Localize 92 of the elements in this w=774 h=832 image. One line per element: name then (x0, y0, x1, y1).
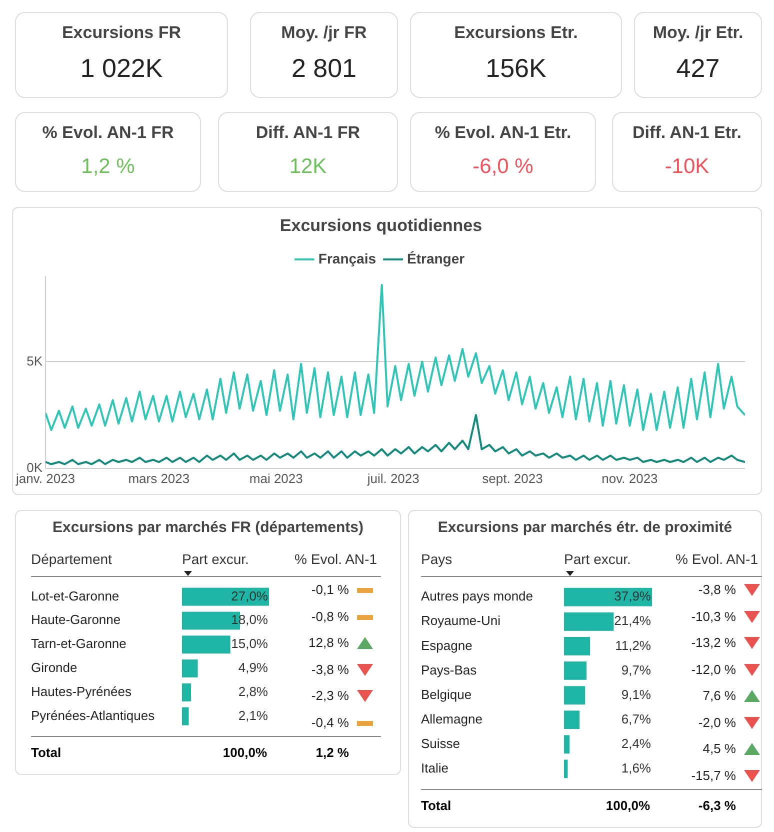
text: -2,0 % (698, 714, 736, 730)
text: -6,0 % (472, 155, 534, 179)
bar (564, 686, 586, 704)
text: % Evol. AN-1 FR (41, 123, 175, 143)
y-tick-label: Autres pays monde (421, 588, 534, 604)
text: Diff. AN-1 Etr. (632, 123, 742, 143)
text: 1,2 % (316, 745, 349, 760)
text: -6,3 % (698, 798, 736, 813)
data-label: 2,8% (238, 684, 268, 699)
bar (182, 707, 189, 726)
data-label: 6,7% (621, 711, 652, 726)
y-tick-label: Hautes-Pyrénées (31, 684, 132, 699)
text: Département (31, 551, 112, 567)
data-label: 9,1% (621, 686, 652, 702)
text: -13,2 % (691, 635, 736, 650)
text: 12K (288, 155, 328, 179)
data-label: 27,0% (231, 588, 268, 604)
y-tick-label: Suisse (421, 736, 460, 751)
text: 7,6 % (702, 688, 736, 704)
text: -12,0 % (691, 662, 736, 677)
text: 1 022K (79, 53, 164, 84)
y-tick-label: Belgique (421, 686, 472, 702)
y-tick-label: Espagne (421, 638, 472, 653)
text: -10K (664, 155, 710, 179)
y-tick-label: Italie (421, 760, 448, 776)
text: -0,1 % (311, 582, 349, 598)
chart-title: Excursions par marchés étr. de proximité (436, 519, 734, 536)
bar (182, 683, 192, 702)
text: Pays (421, 551, 452, 567)
text: 1,2 % (80, 155, 136, 179)
x-tick-label: sept. 2023 (482, 470, 543, 486)
data-label: 11,2% (615, 638, 652, 653)
data-label: 4,9% (238, 660, 268, 676)
text: % Evol. AN-1 (294, 551, 377, 567)
text: 427 (675, 53, 721, 84)
text: Moy. /jr Etr. (652, 23, 744, 43)
data-label: 37,9% (614, 588, 652, 604)
bar (564, 636, 590, 656)
text: Part excur. (182, 551, 249, 567)
text: Total (421, 798, 452, 813)
bar (564, 612, 614, 631)
text: 156K (484, 53, 548, 84)
x-tick-label: mars 2023 (128, 470, 190, 486)
x-tick-label: nov. 2023 (602, 470, 658, 486)
text: 100,0% (606, 798, 650, 813)
text: 100,0% (222, 745, 267, 760)
text: -15,7 % (691, 768, 736, 783)
y-tick-label: Lot-et-Garonne (31, 588, 120, 604)
x-tick-label: mai 2023 (249, 470, 303, 486)
y-tick-label: Royaume-Uni (421, 613, 501, 628)
text: Diff. AN-1 FR (254, 123, 362, 143)
bar (564, 588, 652, 606)
legend-label: Étranger (407, 250, 466, 266)
bar (564, 662, 587, 680)
legend-label: Français (318, 250, 376, 266)
data-label: 21,4% (614, 613, 652, 628)
text: -10,3 % (691, 608, 736, 624)
data-label: 2,1% (238, 708, 268, 723)
text: Excursions Etr. (453, 23, 579, 43)
text: -0,8 % (311, 608, 349, 624)
y-tick-label: Haute-Garonne (31, 612, 121, 628)
text: -3,8 % (698, 582, 736, 598)
text: Part excur. (564, 551, 631, 567)
text: -0,4 % (311, 714, 349, 730)
bar (564, 760, 568, 778)
bar (182, 636, 230, 654)
text: -2,3 % (311, 688, 349, 704)
bar (182, 659, 198, 678)
chart-title: Excursions quotidiennes (280, 216, 482, 235)
text: Moy. /jr FR (280, 23, 368, 43)
data-label: 1,6% (621, 760, 652, 776)
text: Excursions FR (60, 23, 182, 43)
y-tick-label: Pays-Bas (421, 662, 478, 678)
text: 2 801 (290, 53, 358, 84)
text: 4,5 % (702, 741, 736, 756)
y-tick-label: 5K (26, 353, 43, 368)
y-tick-label: Pyrénées-Atlantiques (31, 708, 156, 723)
text: % Evol. AN-1 (676, 551, 758, 567)
y-tick-label: Allemagne (421, 711, 482, 726)
text: -3,8 % (311, 662, 349, 677)
bar (564, 735, 570, 754)
x-tick-label: juil. 2023 (366, 470, 420, 486)
data-label: 15,0% (231, 636, 268, 652)
bar (564, 710, 580, 730)
text: % Evol. AN-1 Etr. (434, 123, 572, 143)
y-tick-label: Gironde (31, 660, 78, 676)
data-label: 9,7% (621, 662, 652, 678)
text: 12,8 % (308, 635, 349, 650)
y-tick-label: Tarn-et-Garonne (31, 636, 126, 652)
text: Total (31, 745, 62, 760)
data-label: 2,4% (621, 736, 652, 751)
chart-title: Excursions par marchés FR (départements) (52, 519, 364, 536)
